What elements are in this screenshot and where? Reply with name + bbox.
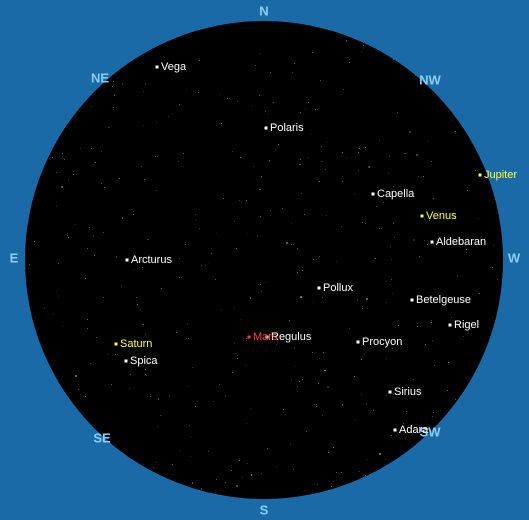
star-rigel-marker	[449, 324, 452, 327]
star-vega-label: Vega	[161, 61, 186, 73]
star-aldebaran-marker	[431, 241, 434, 244]
planet-mars-marker	[248, 336, 251, 339]
planet-venus-label: Venus	[426, 210, 457, 222]
direction-ne: NE	[91, 71, 109, 86]
planet-saturn-marker	[115, 343, 118, 346]
star-betelgeuse-marker	[411, 299, 414, 302]
direction-s: S	[260, 503, 269, 518]
direction-nw: NW	[419, 73, 441, 88]
star-capella-marker	[372, 193, 375, 196]
direction-n: N	[259, 4, 268, 19]
star-sirius-marker	[389, 391, 392, 394]
star-adara-marker	[394, 429, 397, 432]
star-rigel-label: Rigel	[454, 319, 479, 331]
star-aldebaran-label: Aldebaran	[436, 236, 486, 248]
direction-w: W	[508, 251, 520, 266]
star-spica-label: Spica	[130, 355, 158, 367]
star-pollux-label: Pollux	[323, 282, 353, 294]
planet-saturn-label: Saturn	[120, 338, 152, 350]
star-polaris-marker	[265, 127, 268, 130]
star-procyon-marker	[357, 341, 360, 344]
direction-e: E	[10, 251, 19, 266]
star-arcturus-label: Arcturus	[131, 254, 172, 266]
star-capella-label: Capella	[377, 188, 414, 200]
planet-jupiter-label: Jupiter	[484, 169, 517, 181]
direction-se: SE	[93, 431, 110, 446]
planet-mars-label: Mars	[253, 331, 277, 343]
star-sirius-label: Sirius	[394, 386, 422, 398]
star-arcturus-marker	[126, 259, 129, 262]
star-betelgeuse-label: Betelgeuse	[416, 294, 471, 306]
star-adara-label: Adara	[399, 424, 428, 436]
star-procyon-label: Procyon	[362, 336, 402, 348]
star-vega-marker	[156, 66, 159, 69]
planet-venus-marker	[421, 215, 424, 218]
star-spica-marker	[125, 360, 128, 363]
planet-jupiter-marker	[479, 174, 482, 177]
star-pollux-marker	[318, 287, 321, 290]
star-polaris-label: Polaris	[270, 122, 304, 134]
